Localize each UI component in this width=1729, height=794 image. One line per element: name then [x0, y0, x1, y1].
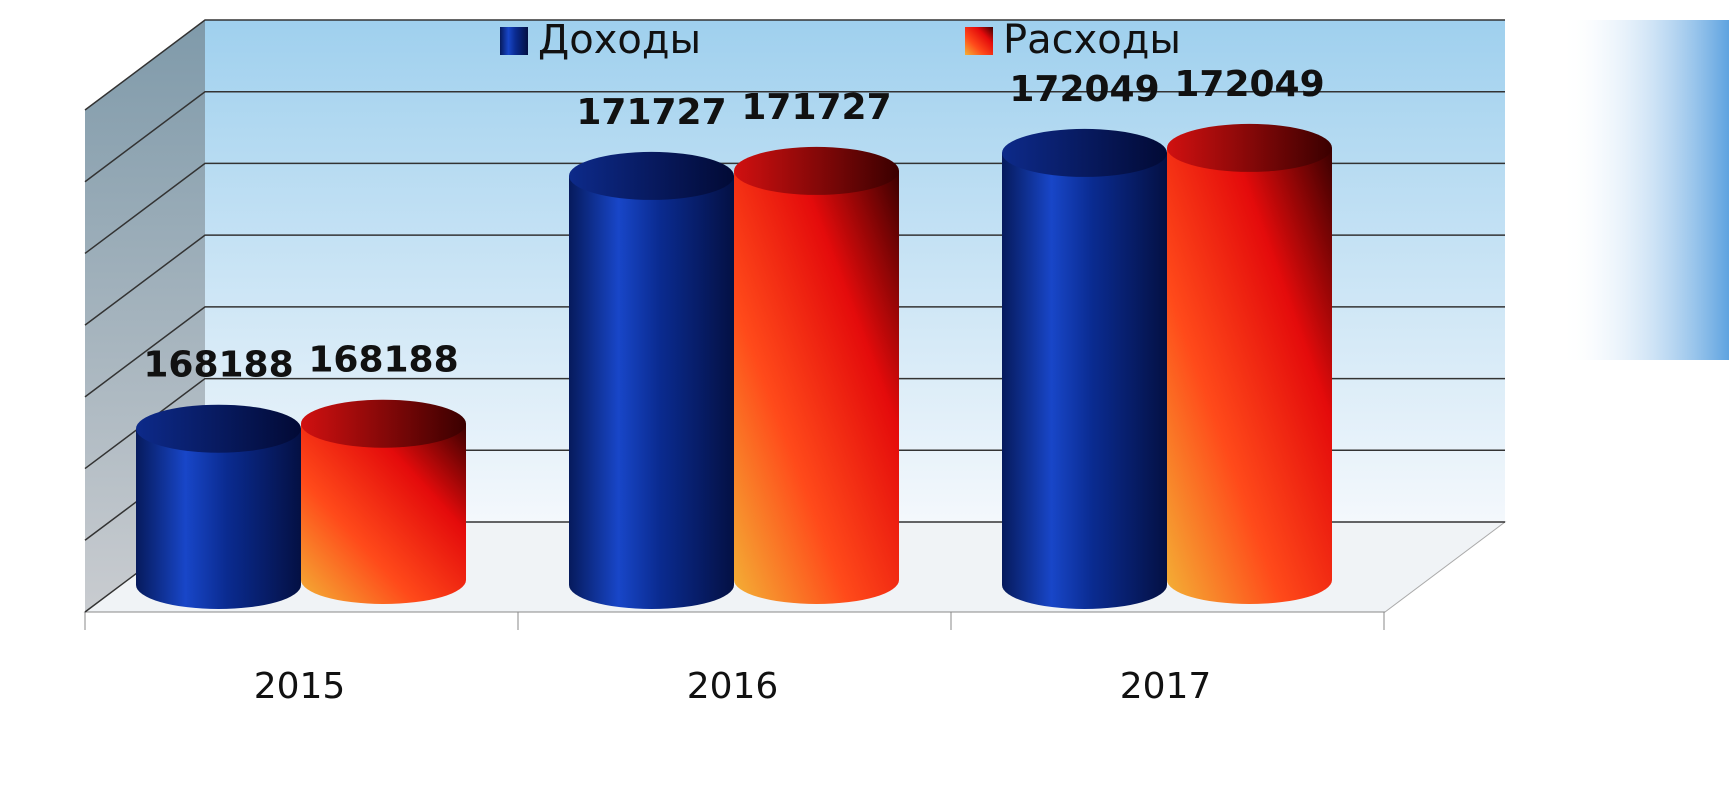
legend-label: Доходы	[538, 17, 701, 63]
bar-top	[569, 151, 734, 200]
value-label: 171727	[576, 92, 726, 133]
grid-line	[84, 90, 1505, 183]
bar-top	[301, 399, 466, 448]
bar-top	[734, 146, 899, 195]
bar	[301, 423, 466, 604]
bar	[734, 170, 899, 604]
legend-label: Расходы	[1003, 17, 1181, 63]
bar	[1167, 147, 1332, 604]
bar-top	[1002, 128, 1167, 177]
bar-top	[136, 404, 301, 453]
bar	[569, 175, 734, 609]
x-tick-label: 2016	[687, 666, 779, 707]
edge-glow	[1560, 20, 1729, 360]
value-label: 172049	[1009, 69, 1159, 110]
x-tick-label: 2015	[254, 666, 346, 707]
bar	[1002, 152, 1167, 609]
legend-swatch	[500, 27, 528, 55]
value-label: 171727	[741, 87, 891, 128]
bar	[136, 428, 301, 609]
grid-line	[84, 19, 1505, 111]
value-label: 168188	[308, 340, 458, 381]
legend-swatch	[965, 27, 993, 55]
bar-top	[1167, 123, 1332, 172]
value-label: 168188	[143, 345, 293, 386]
value-label: 172049	[1174, 64, 1324, 105]
x-tick-label: 2017	[1120, 666, 1212, 707]
